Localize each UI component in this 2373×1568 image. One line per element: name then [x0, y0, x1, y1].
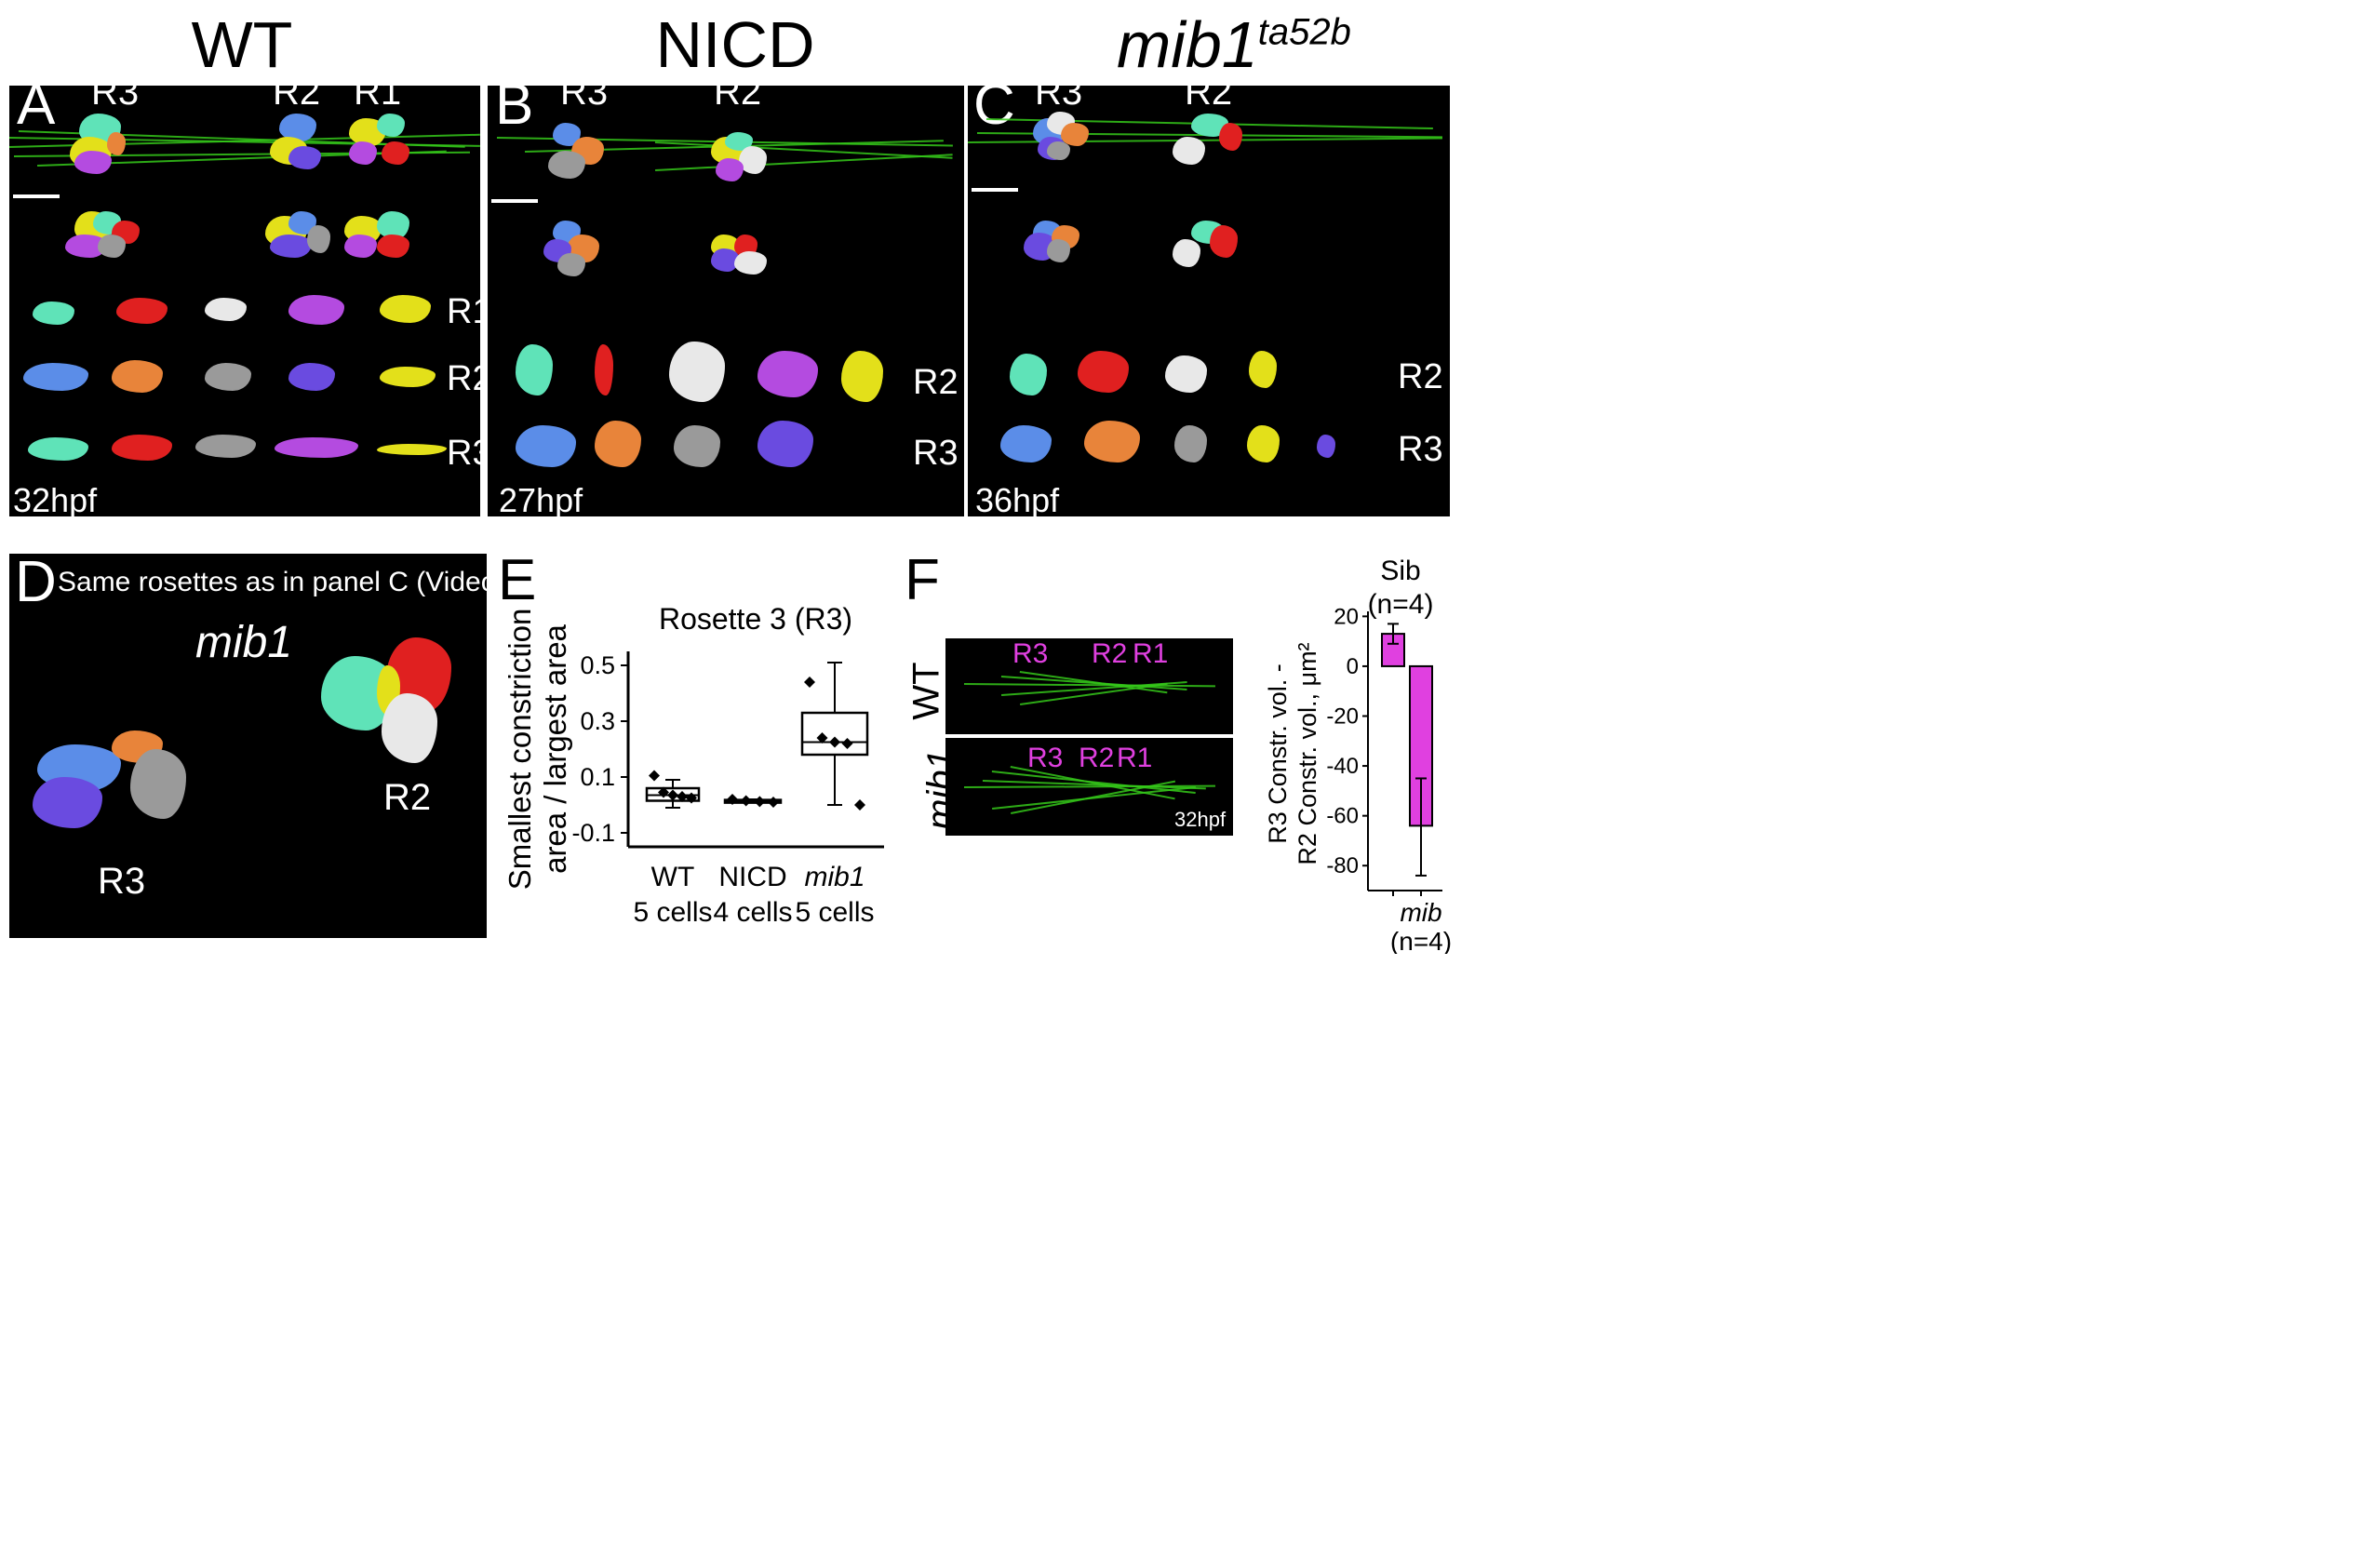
box [800, 711, 869, 757]
y-tick-label: 0 [1347, 654, 1359, 679]
data-point [686, 792, 697, 804]
data-point [804, 677, 815, 688]
x-tick-sublabel: 5 cells [633, 897, 712, 928]
x-tick-sublabel: 5 cells [795, 897, 874, 928]
data-point [677, 791, 688, 802]
panel-b-letter: B [495, 86, 534, 137]
x-tick-label: WT [651, 862, 695, 892]
header-wt: WT [191, 8, 293, 81]
y-tick-label: 0.3 [580, 707, 615, 735]
data-point [754, 796, 766, 808]
data-point [740, 795, 752, 807]
data-point [658, 786, 669, 798]
header-nicd: NICD [655, 8, 815, 81]
chart-title: Rosette 3 (R3) [659, 602, 852, 636]
x-tick-label: mib1 [804, 862, 865, 892]
header-mib1: mib1ta52b [1117, 7, 1351, 82]
data-point [727, 794, 738, 805]
panel-a-stage: 32hpf [13, 481, 98, 516]
y-tick-label: -80 [1326, 853, 1359, 878]
panel-d-r2: R2 [383, 777, 432, 818]
panel-b-row-r2: R2 [913, 363, 959, 402]
y-tick-label: 0.1 [580, 763, 615, 791]
data-point [854, 799, 865, 811]
header-mib1-base: mib1 [1117, 8, 1258, 81]
panel-c-row-r2: R2 [1398, 357, 1443, 396]
data-point [667, 789, 678, 801]
data-point [841, 738, 853, 749]
data-point [829, 736, 840, 748]
y-tick-label: -60 [1326, 804, 1359, 829]
panel-f-mib-r3: R3 [1027, 743, 1064, 773]
panel-d-r3: R3 [98, 861, 146, 902]
y-tick-label: -0.1 [571, 819, 615, 847]
y-axis-label: Smallest constrictionarea / largest area [503, 609, 572, 891]
panel-c-row-r3: R3 [1398, 430, 1443, 469]
header-mib1-sup: ta52b [1257, 11, 1351, 53]
panel-f-mib-r2: R2 [1079, 743, 1115, 773]
panel-a-letter: A [17, 86, 56, 137]
panel-d-genotype: mib1 [195, 618, 293, 667]
panel-a: A R3 R2 R1 R1 R2 R3 32hpf [9, 86, 480, 516]
panel-f-wt-label: WT [905, 662, 947, 720]
y-tick-label: -40 [1326, 754, 1359, 779]
panel-a-row-r3: R3 [447, 434, 480, 473]
panel-f-wt-r3: R3 [1012, 638, 1049, 669]
panel-d-letter: D [15, 554, 57, 614]
panel-f-letter: F [905, 548, 940, 612]
panel-d: D Same rosettes as in panel C (Video 4) … [9, 554, 487, 938]
y-tick-label: 0.5 [580, 651, 615, 679]
x-tick-label: NICD [718, 862, 786, 892]
panel-f-wt-r1: R1 [1133, 638, 1169, 669]
panel-e-letter: E [498, 548, 537, 612]
panel-c-r2: R2 [1185, 86, 1233, 113]
panel-b-row-r3: R3 [913, 434, 959, 473]
category-label-sib: Sib [1380, 556, 1420, 586]
panel-a-r2: R2 [273, 86, 321, 113]
data-point [816, 732, 828, 744]
panel-f-mib1-label: mib1 [919, 749, 961, 830]
panel-f-wt-r2: R2 [1092, 638, 1128, 669]
panel-a-row-r1: R1 [447, 292, 480, 331]
panel-c-r3: R3 [1035, 86, 1083, 113]
data-point [649, 770, 660, 782]
panel-f-mib-r1: R1 [1117, 743, 1153, 773]
y-axis-label: R3 Constr. vol. -R2 Constr. vol., μm² [1266, 642, 1321, 864]
panel-c: C R3 R2 R2 R3 36hpf [968, 86, 1450, 516]
y-tick-label: -20 [1326, 704, 1359, 730]
panel-a-r1: R1 [354, 86, 402, 113]
panel-f-stage: 32hpf [1174, 808, 1227, 831]
data-point [768, 797, 779, 808]
panel-c-stage: 36hpf [975, 481, 1060, 516]
panel-b-r2: R2 [714, 86, 762, 113]
scale-bar [13, 194, 60, 198]
panel-a-row-r2: R2 [447, 359, 480, 398]
panel-b-r3: R3 [560, 86, 609, 113]
category-n-mib: (n=4) [1390, 927, 1452, 954]
panel-f-wt-image: R3 R2 R1 [945, 638, 1233, 734]
panel-b: B R3 R2 R2 R3 27hpf [488, 86, 964, 516]
category-label-mib: mib [1400, 898, 1441, 927]
panel-d-caption: Same rosettes as in panel C (Video 4) [58, 567, 487, 597]
panel-c-letter: C [973, 86, 1015, 137]
y-tick-label: 20 [1334, 604, 1359, 629]
panel-f-mib1-image: R3 R2 R1 32hpf [945, 738, 1233, 836]
panel-a-r3: R3 [91, 86, 140, 113]
panel-b-stage: 27hpf [499, 481, 583, 516]
category-n-sib: (n=4) [1368, 589, 1434, 620]
x-tick-sublabel: 4 cells [713, 897, 792, 928]
